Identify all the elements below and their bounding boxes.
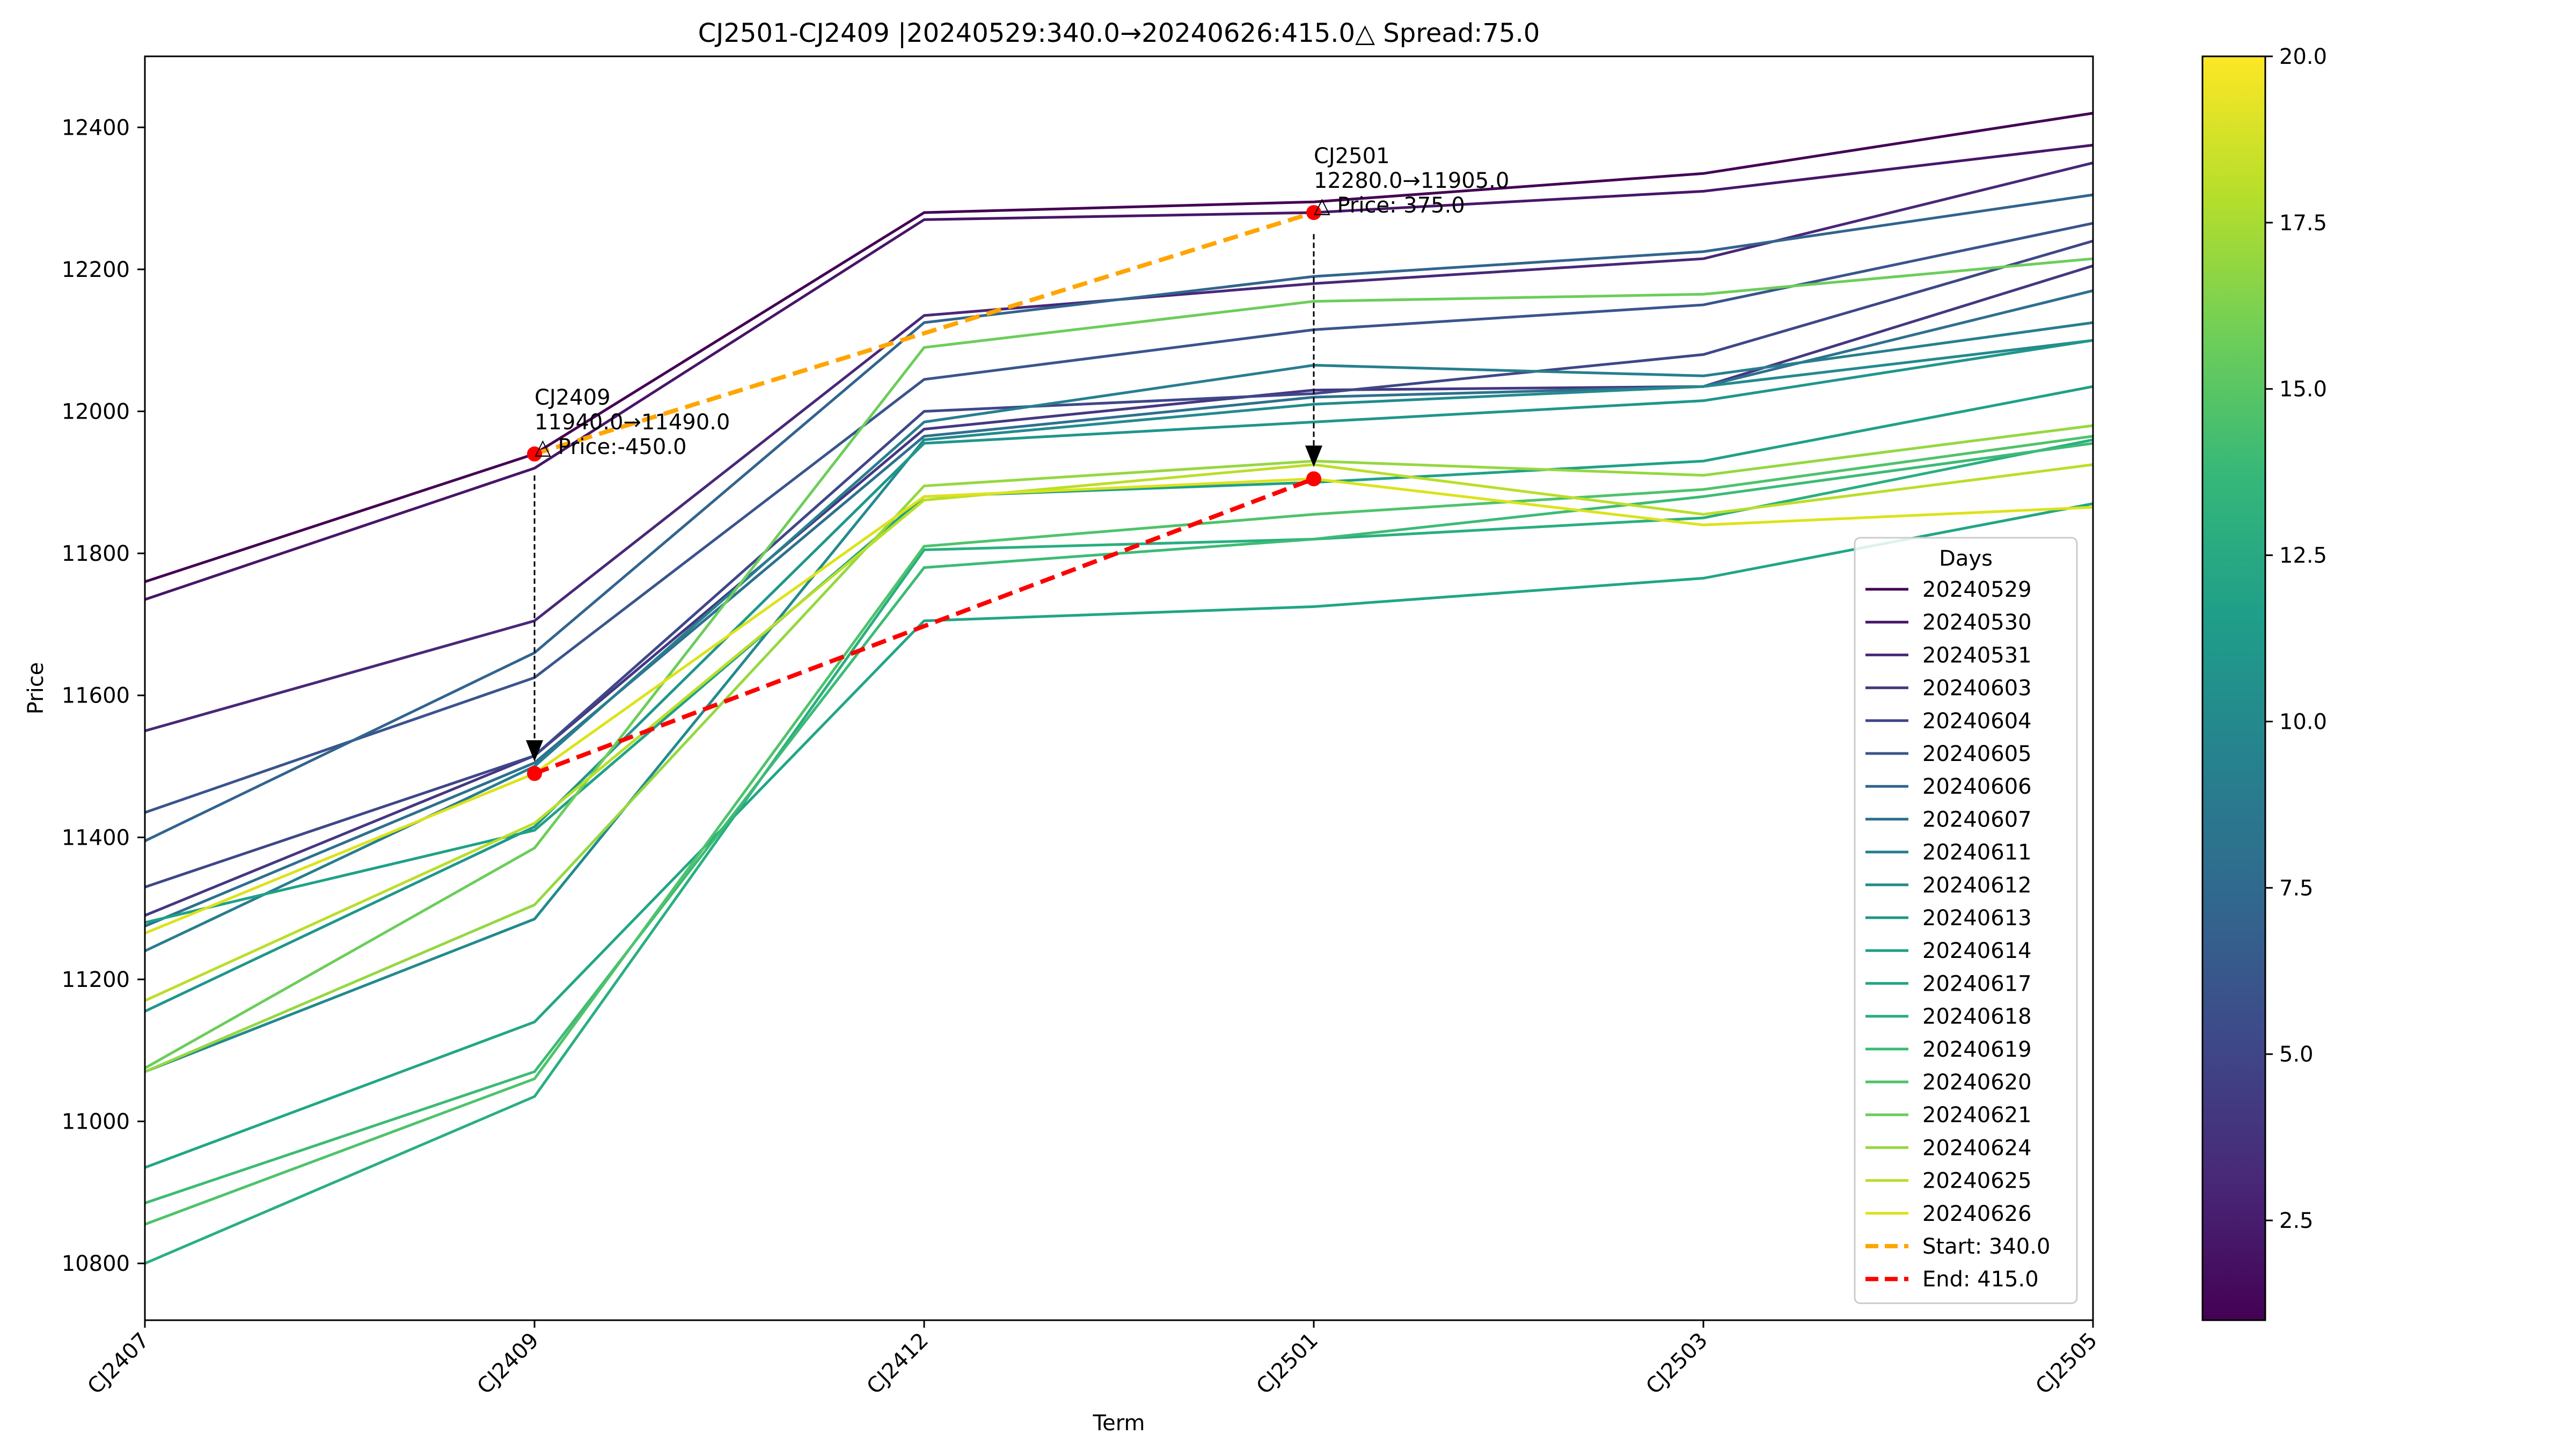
annotation-text: 11940.0→11490.0 <box>535 410 730 435</box>
y-axis: 10800 11000 11200 11400 11600 11800 12000 12200… <box>62 115 145 1276</box>
legend-box <box>1854 537 2078 1304</box>
series-line-20240626 <box>144 477 2094 935</box>
annotation-text: CJ2501 <box>1314 144 1390 169</box>
series-line-20240529 <box>144 112 2094 583</box>
spread-line-1 <box>533 477 1315 776</box>
legend-label: 20240620 <box>1922 1070 2032 1095</box>
annotation-arrow-head <box>1305 445 1322 467</box>
legend-label: 20240604 <box>1922 709 2032 734</box>
y-tick-label: 11800 <box>62 541 130 566</box>
legend-label: Start: 340.0 <box>1922 1234 2050 1259</box>
series-line-20240625 <box>144 463 2094 1002</box>
legend-label: 20240624 <box>1922 1136 2032 1160</box>
y-tick-label: 11400 <box>62 825 130 850</box>
y-axis-label: Price <box>24 662 48 715</box>
annotation-text: CJ2409 <box>535 385 611 410</box>
y-tick-label: 12200 <box>62 258 130 282</box>
chart-title: CJ2501-CJ2409 |20240529:340.0→20240626:4… <box>698 18 1540 48</box>
legend-label: 20240619 <box>1922 1037 2032 1062</box>
colorbar-tick-label: 10.0 <box>2279 709 2327 734</box>
y-tick-label: 11200 <box>62 968 130 992</box>
series-line-20240612 <box>144 339 2094 1073</box>
y-tick-label: 11000 <box>62 1110 130 1135</box>
legend-label: 20240530 <box>1922 610 2032 635</box>
y-tick-label: 12000 <box>62 400 130 425</box>
series-line-20240617 <box>144 502 2094 1169</box>
colorbar-tick-label: 12.5 <box>2279 544 2327 568</box>
colorbar-tick-label: 17.5 <box>2279 211 2327 236</box>
series-layer <box>144 112 2094 1265</box>
legend-label: 20240606 <box>1922 774 2032 799</box>
legend-label: 20240617 <box>1922 971 2032 996</box>
y-tick-label: 10800 <box>62 1252 130 1276</box>
legend-label: 20240611 <box>1922 840 2032 865</box>
y-tick-label: 12400 <box>62 115 130 140</box>
legend-label: 20240626 <box>1922 1202 2032 1226</box>
spread-line-0 <box>533 210 1315 456</box>
annotation-text: △ Price: 375.0 <box>1314 193 1465 218</box>
legend-label: 20240613 <box>1922 906 2032 931</box>
series-line-20240621 <box>144 257 2094 1070</box>
series-line-20240606 <box>144 193 2094 843</box>
colorbar: 2.5 5.0 7.5 10.0 12.5 15.0 17.5 20.0 <box>2201 45 2327 1321</box>
spread-layer <box>527 205 1321 781</box>
series-line-20240619 <box>144 442 2094 1205</box>
legend-label: 20240612 <box>1922 873 2032 898</box>
annotation-arrow-head <box>526 740 543 762</box>
colorbar-tick-label: 15.0 <box>2279 377 2327 402</box>
series-line-20240620 <box>144 435 2094 1226</box>
series-line-20240614 <box>144 385 2094 924</box>
spread-point <box>527 766 542 781</box>
colorbar-gradient <box>2201 55 2266 1321</box>
legend-label: 20240614 <box>1922 939 2032 963</box>
legend: Days 20240529 20240530 20240531 20240603 2024… <box>1854 537 2078 1304</box>
annotation-text: 12280.0→11905.0 <box>1314 169 1509 193</box>
series-line-20240530 <box>144 143 2094 601</box>
colorbar-tick-label: 7.5 <box>2279 876 2314 901</box>
legend-label: 20240625 <box>1922 1169 2032 1194</box>
series-line-20240613 <box>144 339 2094 1013</box>
colorbar-tick-label: 2.5 <box>2279 1209 2314 1233</box>
legend-label: 20240531 <box>1922 643 2032 668</box>
colorbar-tick-label: 20.0 <box>2279 45 2327 69</box>
series-line-20240607 <box>144 289 2094 928</box>
legend-label: 20240621 <box>1922 1103 2032 1128</box>
x-axis-label: Term <box>1093 1411 1145 1436</box>
y-tick-label: 11600 <box>62 684 130 708</box>
plot-frame <box>144 55 2094 1321</box>
spread-point <box>1306 471 1321 487</box>
annotation-text: △ Price:-450.0 <box>535 435 686 459</box>
legend-label: 20240607 <box>1922 807 2032 832</box>
colorbar-tick-label: 5.0 <box>2279 1042 2314 1067</box>
legend-label: 20240529 <box>1922 577 2032 602</box>
legend-title: Days <box>1939 546 1993 571</box>
series-line-20240624 <box>144 424 2094 1073</box>
series-line-20240605 <box>144 222 2094 814</box>
legend-label: 20240618 <box>1922 1005 2032 1029</box>
legend-label: End: 415.0 <box>1922 1267 2039 1292</box>
series-line-20240611 <box>144 321 2094 953</box>
legend-label: 20240603 <box>1922 676 2032 701</box>
spread-point <box>1306 205 1321 221</box>
legend-label: 20240605 <box>1922 742 2032 766</box>
spread-point <box>527 446 542 462</box>
series-line-20240604 <box>144 239 2094 889</box>
